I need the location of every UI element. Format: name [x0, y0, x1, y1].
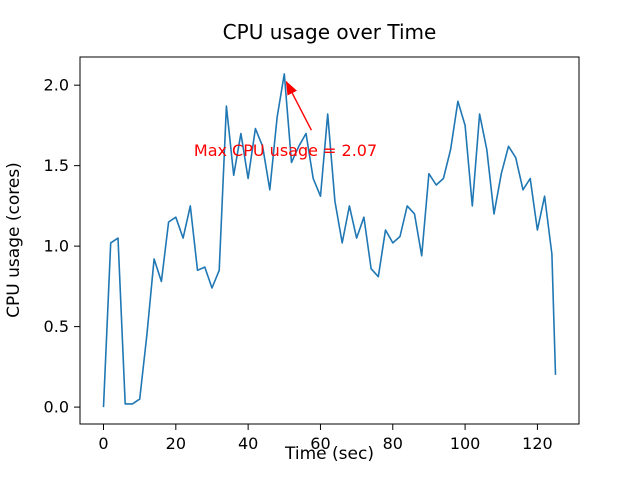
chart-title: CPU usage over Time	[222, 20, 437, 44]
y-tick-label: 0.5	[44, 317, 69, 336]
annotation-arrow	[285, 80, 313, 131]
axes-frame	[79, 56, 580, 425]
x-tick-label: 60	[310, 434, 330, 453]
y-tick-label: 0.0	[44, 398, 69, 417]
annotation-text: Max CPU usage = 2.07	[194, 141, 377, 160]
x-tick-label: 120	[522, 434, 553, 453]
x-tick-label: 20	[166, 434, 186, 453]
y-tick-label: 2.0	[44, 76, 69, 95]
x-tick-label: 80	[383, 434, 403, 453]
y-tick-label: 1.5	[44, 156, 69, 175]
y-tick-label: 1.0	[44, 237, 69, 256]
x-axis-label: Time (sec)	[285, 444, 374, 464]
cpu-usage-line	[102, 73, 557, 408]
x-tick-label: 40	[238, 434, 258, 453]
x-tick-label: 100	[450, 434, 481, 453]
x-tick-label: 0	[98, 434, 108, 453]
